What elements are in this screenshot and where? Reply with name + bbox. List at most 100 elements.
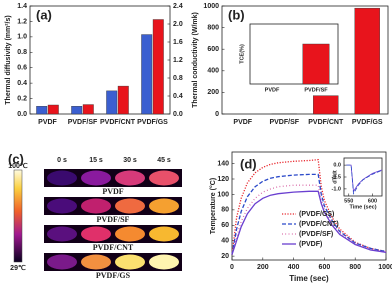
x-tick-label: 1000 xyxy=(378,264,392,271)
legend-label: (PVDF) xyxy=(299,241,322,248)
line-series xyxy=(231,173,387,255)
bar xyxy=(36,106,48,115)
y-tick-label: 0.8 xyxy=(173,75,183,82)
y-tick-label: -1.0 xyxy=(332,186,341,192)
bar xyxy=(302,43,330,85)
y-tick-label: 0.4 xyxy=(173,93,183,100)
bar xyxy=(354,7,380,115)
plot-frame xyxy=(249,23,339,85)
y-axis-label: Thermal conductivity (W/mk) xyxy=(192,12,199,108)
x-tick-label: PVDF/SF xyxy=(269,119,299,126)
y-tick-label: 0.4 xyxy=(17,80,27,87)
panel-label: (c) xyxy=(8,151,24,166)
x-tick-label: 550 xyxy=(344,198,353,204)
x-axis-label: Time (sec) xyxy=(289,274,329,283)
bar xyxy=(71,106,83,115)
y-tick-label: 0.2 xyxy=(17,95,27,102)
sample-image xyxy=(115,170,145,186)
image-strip xyxy=(44,253,182,271)
sample-image xyxy=(149,170,179,186)
y-tick-label: 100 xyxy=(217,191,229,198)
bar xyxy=(141,34,153,115)
x-tick-label: 400 xyxy=(288,264,300,271)
legend-label: (PVDF/GS) xyxy=(299,211,334,218)
y-tick-label: 0.6 xyxy=(17,65,27,72)
y-tick-label: 80 xyxy=(221,207,229,214)
color-bar xyxy=(13,169,23,263)
sample-label: PVDF/GS xyxy=(96,271,131,280)
y-tick-label: 1.4 xyxy=(17,3,27,10)
sample-label: PVDF xyxy=(102,187,123,196)
x-tick-label: 0 xyxy=(230,264,234,271)
sample-image xyxy=(47,254,77,270)
bar xyxy=(152,19,164,115)
sample-image xyxy=(115,254,145,270)
bar xyxy=(313,95,339,115)
x-tick-label: 800 xyxy=(349,264,361,271)
y-axis-label: dT/dt xyxy=(332,170,338,184)
plot-frame xyxy=(221,5,389,115)
y-tick-label: 600 xyxy=(207,46,219,53)
line-series xyxy=(346,164,383,195)
panel-label: (b) xyxy=(228,7,245,22)
y-tick-label: 40 xyxy=(221,238,229,245)
y-tick-label: 120 xyxy=(217,176,229,183)
sample-image xyxy=(47,170,77,186)
y-tick-label: 0.0 xyxy=(17,111,27,118)
sample-image xyxy=(47,226,77,242)
sample-label: PVDF/SF xyxy=(97,215,130,224)
y-tick-label: 200 xyxy=(207,89,219,96)
legend-label: (PVDF/CNT) xyxy=(299,221,339,228)
y-tick-label: 60 xyxy=(221,222,229,229)
y-tick-label: 400 xyxy=(207,68,219,75)
sample-image xyxy=(81,226,111,242)
y-axis-label: Temperature (°C) xyxy=(209,178,217,234)
y-tick-label: 140 xyxy=(217,160,229,167)
line-series xyxy=(231,184,387,255)
x-axis-label: Time (sec) xyxy=(349,204,376,210)
x-tick-label: 600 xyxy=(368,198,377,204)
y-tick-label: 800 xyxy=(207,24,219,31)
x-tick-label: PVDF/GS xyxy=(352,119,383,126)
scale-max: 100℃ xyxy=(8,162,28,170)
time-label: 30 s xyxy=(123,157,137,164)
time-label: 45 s xyxy=(157,157,171,164)
time-label: 15 s xyxy=(89,157,103,164)
scale-min: 29℃ xyxy=(10,264,26,272)
y-tick-label: 1.2 xyxy=(17,18,27,25)
x-tick-label: PVDF xyxy=(233,119,252,126)
bar xyxy=(47,104,59,115)
sample-image xyxy=(149,198,179,214)
line-series xyxy=(346,164,383,193)
bar xyxy=(106,90,118,115)
panel-label: (a) xyxy=(36,7,52,22)
x-tick-label: 200 xyxy=(257,264,269,271)
y-tick-label: 0 xyxy=(215,111,219,118)
image-strip xyxy=(44,169,182,187)
y-tick-label: 2.0 xyxy=(173,21,183,28)
y-tick-label: 1000 xyxy=(203,3,219,10)
y-tick-label: 0.0 xyxy=(173,111,183,118)
x-tick-label: PVDF/SF xyxy=(304,87,328,93)
sample-image xyxy=(47,198,77,214)
x-tick-label: PVDF/GS xyxy=(137,119,168,126)
sample-image xyxy=(149,226,179,242)
x-tick-label: PVDF/CNT xyxy=(308,119,344,126)
sample-image xyxy=(115,198,145,214)
y-tick-label: 0.8 xyxy=(17,49,27,56)
line-series xyxy=(231,158,387,255)
y-tick-label: 1.2 xyxy=(173,57,183,64)
image-strip xyxy=(44,197,182,215)
y-axis-label: TCE(%) xyxy=(239,44,245,64)
x-tick-label: PVDF xyxy=(38,119,57,126)
plot-frame xyxy=(231,151,387,261)
time-label: 0 s xyxy=(57,157,67,164)
x-tick-label: PVDF/CNT xyxy=(100,119,136,126)
sample-image xyxy=(149,254,179,270)
sample-image xyxy=(81,170,111,186)
inset-bg xyxy=(344,158,382,196)
legend-label: (PVDF/SF) xyxy=(299,231,333,238)
sample-image xyxy=(115,226,145,242)
y-tick-label: 1.0 xyxy=(17,34,27,41)
